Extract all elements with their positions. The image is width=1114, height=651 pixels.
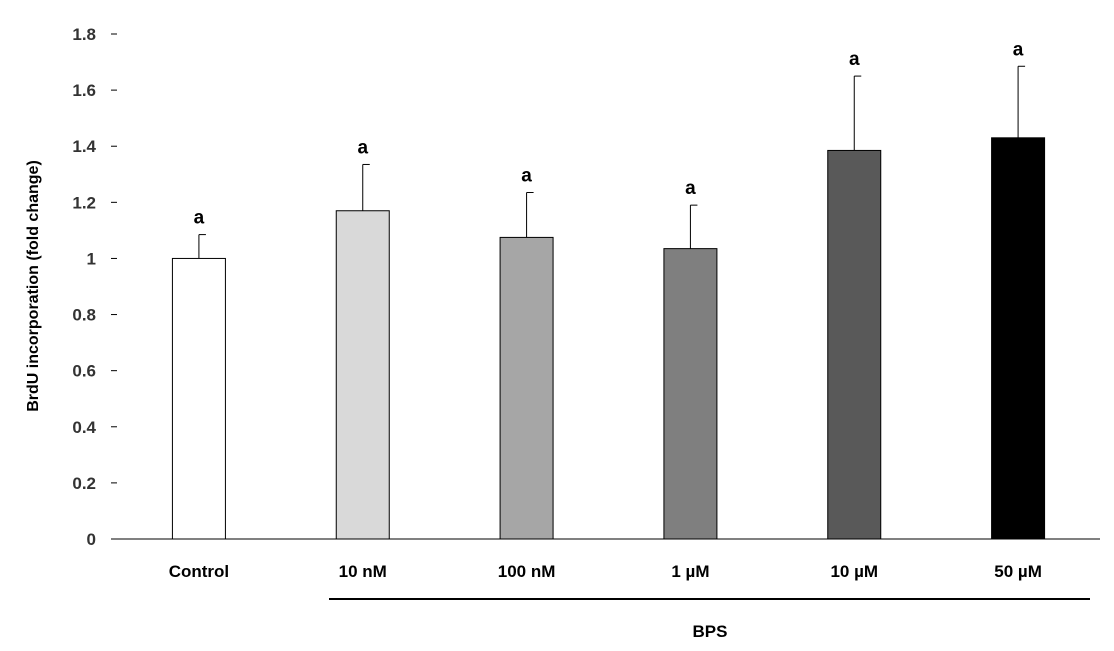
significance-label: a (1013, 39, 1024, 60)
bar (991, 137, 1046, 540)
y-tick-label: 0.8 (72, 306, 96, 325)
y-tick-label: 0 (87, 530, 96, 549)
y-tick-label: 1 (87, 249, 96, 268)
y-tick-label: 0.6 (72, 362, 96, 381)
y-axis-title: BrdU incorporation (fold change) (25, 160, 42, 412)
y-tick-label: 1.2 (72, 193, 96, 212)
bar (499, 236, 554, 540)
bar (171, 257, 226, 540)
bar (335, 210, 390, 540)
x-tick-label: 100 nM (498, 562, 556, 581)
significance-label: a (357, 137, 368, 158)
y-axis: 0 0.2 0.4 0.6 0.8 1 1.2 1.4 1.6 1.8 (72, 25, 117, 549)
significance-label: a (849, 49, 860, 70)
significance-label: a (685, 178, 696, 199)
x-tick-label: Control (169, 562, 229, 581)
y-tick-label: 0.4 (72, 418, 96, 437)
x-tick-label: 1 µM (671, 562, 709, 581)
y-tick-label: 1.4 (72, 137, 96, 156)
significance-label: a (194, 208, 205, 229)
bars: a a a a a a (171, 39, 1046, 540)
significance-label: a (521, 166, 532, 187)
x-tick-label: 50 µM (994, 562, 1042, 581)
bar (827, 149, 882, 540)
x-tick-label: 10 µM (830, 562, 878, 581)
y-tick-label: 1.6 (72, 81, 96, 100)
x-axis: Control 10 nM 100 nM 1 µM 10 µM 50 µM (117, 538, 1100, 581)
y-tick-label: 1.8 (72, 25, 96, 44)
y-tick-label: 0.2 (72, 474, 96, 493)
x-tick-label: 10 nM (339, 562, 387, 581)
bar (663, 248, 718, 540)
group-label: BPS (693, 622, 728, 641)
